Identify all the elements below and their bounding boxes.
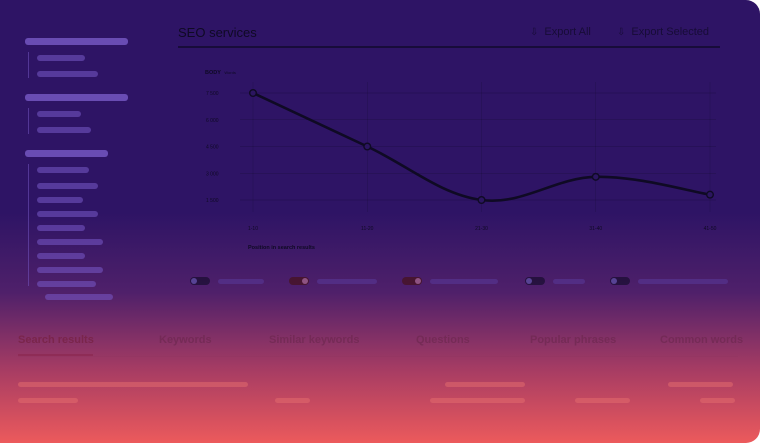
sidebar-tree-line — [28, 164, 29, 286]
sidebar-tree-line — [28, 52, 29, 78]
x-tick-label: 41-50 — [704, 226, 717, 232]
data-point[interactable] — [591, 172, 600, 181]
sidebar-item[interactable] — [37, 127, 91, 133]
tab-common-words[interactable]: Common words — [660, 334, 744, 346]
series-toggle-label-placeholder — [218, 279, 264, 284]
tabs-divider — [18, 356, 738, 357]
data-point[interactable] — [706, 190, 715, 199]
series-toggle-switch[interactable] — [610, 277, 630, 285]
sidebar-group-heading[interactable] — [25, 38, 128, 45]
x-tick-label: 31-40 — [589, 226, 602, 232]
data-point[interactable] — [477, 195, 486, 204]
export-selected-icon: ⇩ — [617, 26, 626, 38]
result-row-placeholder — [445, 382, 525, 387]
sidebar-item[interactable] — [37, 71, 98, 77]
sidebar-item[interactable] — [37, 267, 103, 273]
series-toggle-label-placeholder — [638, 279, 728, 284]
page-title: SEO services — [178, 25, 257, 40]
sidebar-item[interactable] — [37, 55, 85, 61]
y-axis-label-unit: Words — [224, 70, 235, 75]
sidebar-item[interactable] — [37, 253, 85, 259]
x-tick-label: 21-30 — [475, 226, 488, 232]
series-toggle-switch[interactable] — [402, 277, 422, 285]
x-axis-label: Position in search results — [248, 245, 315, 251]
sidebar-item[interactable] — [37, 167, 89, 173]
export-selected-label: Export Selected — [631, 26, 710, 38]
header-divider — [178, 46, 720, 48]
sidebar-item[interactable] — [37, 281, 96, 287]
data-point[interactable] — [248, 88, 257, 97]
tab-keywords[interactable]: Keywords — [159, 334, 212, 346]
x-tick-label: 11-20 — [361, 226, 374, 232]
toggle-knob — [526, 278, 532, 284]
sidebar-item[interactable] — [37, 183, 98, 189]
tab-questions[interactable]: Questions — [416, 334, 470, 346]
data-point[interactable] — [363, 142, 372, 151]
y-tick-label: 7 500 — [206, 91, 219, 97]
y-axis-label: BODY Words — [205, 70, 236, 76]
sidebar-item[interactable] — [37, 197, 83, 203]
x-tick-label: 1-10 — [248, 226, 258, 232]
series-toggle-label-placeholder — [553, 279, 585, 284]
export-all-label: Export All — [544, 26, 591, 38]
export-selected-button[interactable]: ⇩ Export Selected — [617, 26, 709, 38]
sidebar-item[interactable] — [45, 294, 113, 300]
sidebar — [0, 0, 150, 310]
sidebar-tree-line — [28, 108, 29, 134]
result-row-placeholder — [275, 398, 310, 403]
y-tick-label: 4 500 — [206, 145, 219, 151]
result-row-placeholder — [18, 382, 248, 387]
tab-search-results[interactable]: Search results — [18, 334, 94, 346]
result-row-placeholder — [575, 398, 630, 403]
sidebar-group-heading[interactable] — [25, 94, 128, 101]
tab-popular-phrases[interactable]: Popular phrases — [530, 334, 617, 346]
y-tick-label: 1 500 — [206, 198, 219, 204]
series-toggle-switch[interactable] — [525, 277, 545, 285]
sidebar-item[interactable] — [37, 225, 85, 231]
result-row-placeholder — [430, 398, 525, 403]
toggle-knob — [611, 278, 617, 284]
y-axis-label-text: BODY — [205, 70, 221, 76]
series-toggle-switch[interactable] — [190, 277, 210, 285]
series-toggle-switch[interactable] — [289, 277, 309, 285]
tab-similar-keywords[interactable]: Similar keywords — [269, 334, 360, 346]
export-all-icon: ⇩ — [530, 26, 539, 38]
sidebar-item[interactable] — [37, 239, 103, 245]
toggle-knob — [191, 278, 197, 284]
series-toggle-label-placeholder — [430, 279, 498, 284]
result-row-placeholder — [700, 398, 735, 403]
y-tick-label: 3 000 — [206, 171, 219, 177]
sidebar-group-heading[interactable] — [25, 150, 108, 157]
sidebar-item[interactable] — [37, 211, 98, 217]
series-toggle-label-placeholder — [317, 279, 377, 284]
export-all-button[interactable]: ⇩ Export All — [530, 26, 591, 38]
result-row-placeholder — [18, 398, 78, 403]
y-tick-label: 6 000 — [206, 118, 219, 124]
result-row-placeholder — [668, 382, 733, 387]
toggle-knob — [302, 278, 308, 284]
sidebar-item[interactable] — [37, 111, 81, 117]
active-tab-indicator — [18, 354, 93, 356]
toggle-knob — [415, 278, 421, 284]
